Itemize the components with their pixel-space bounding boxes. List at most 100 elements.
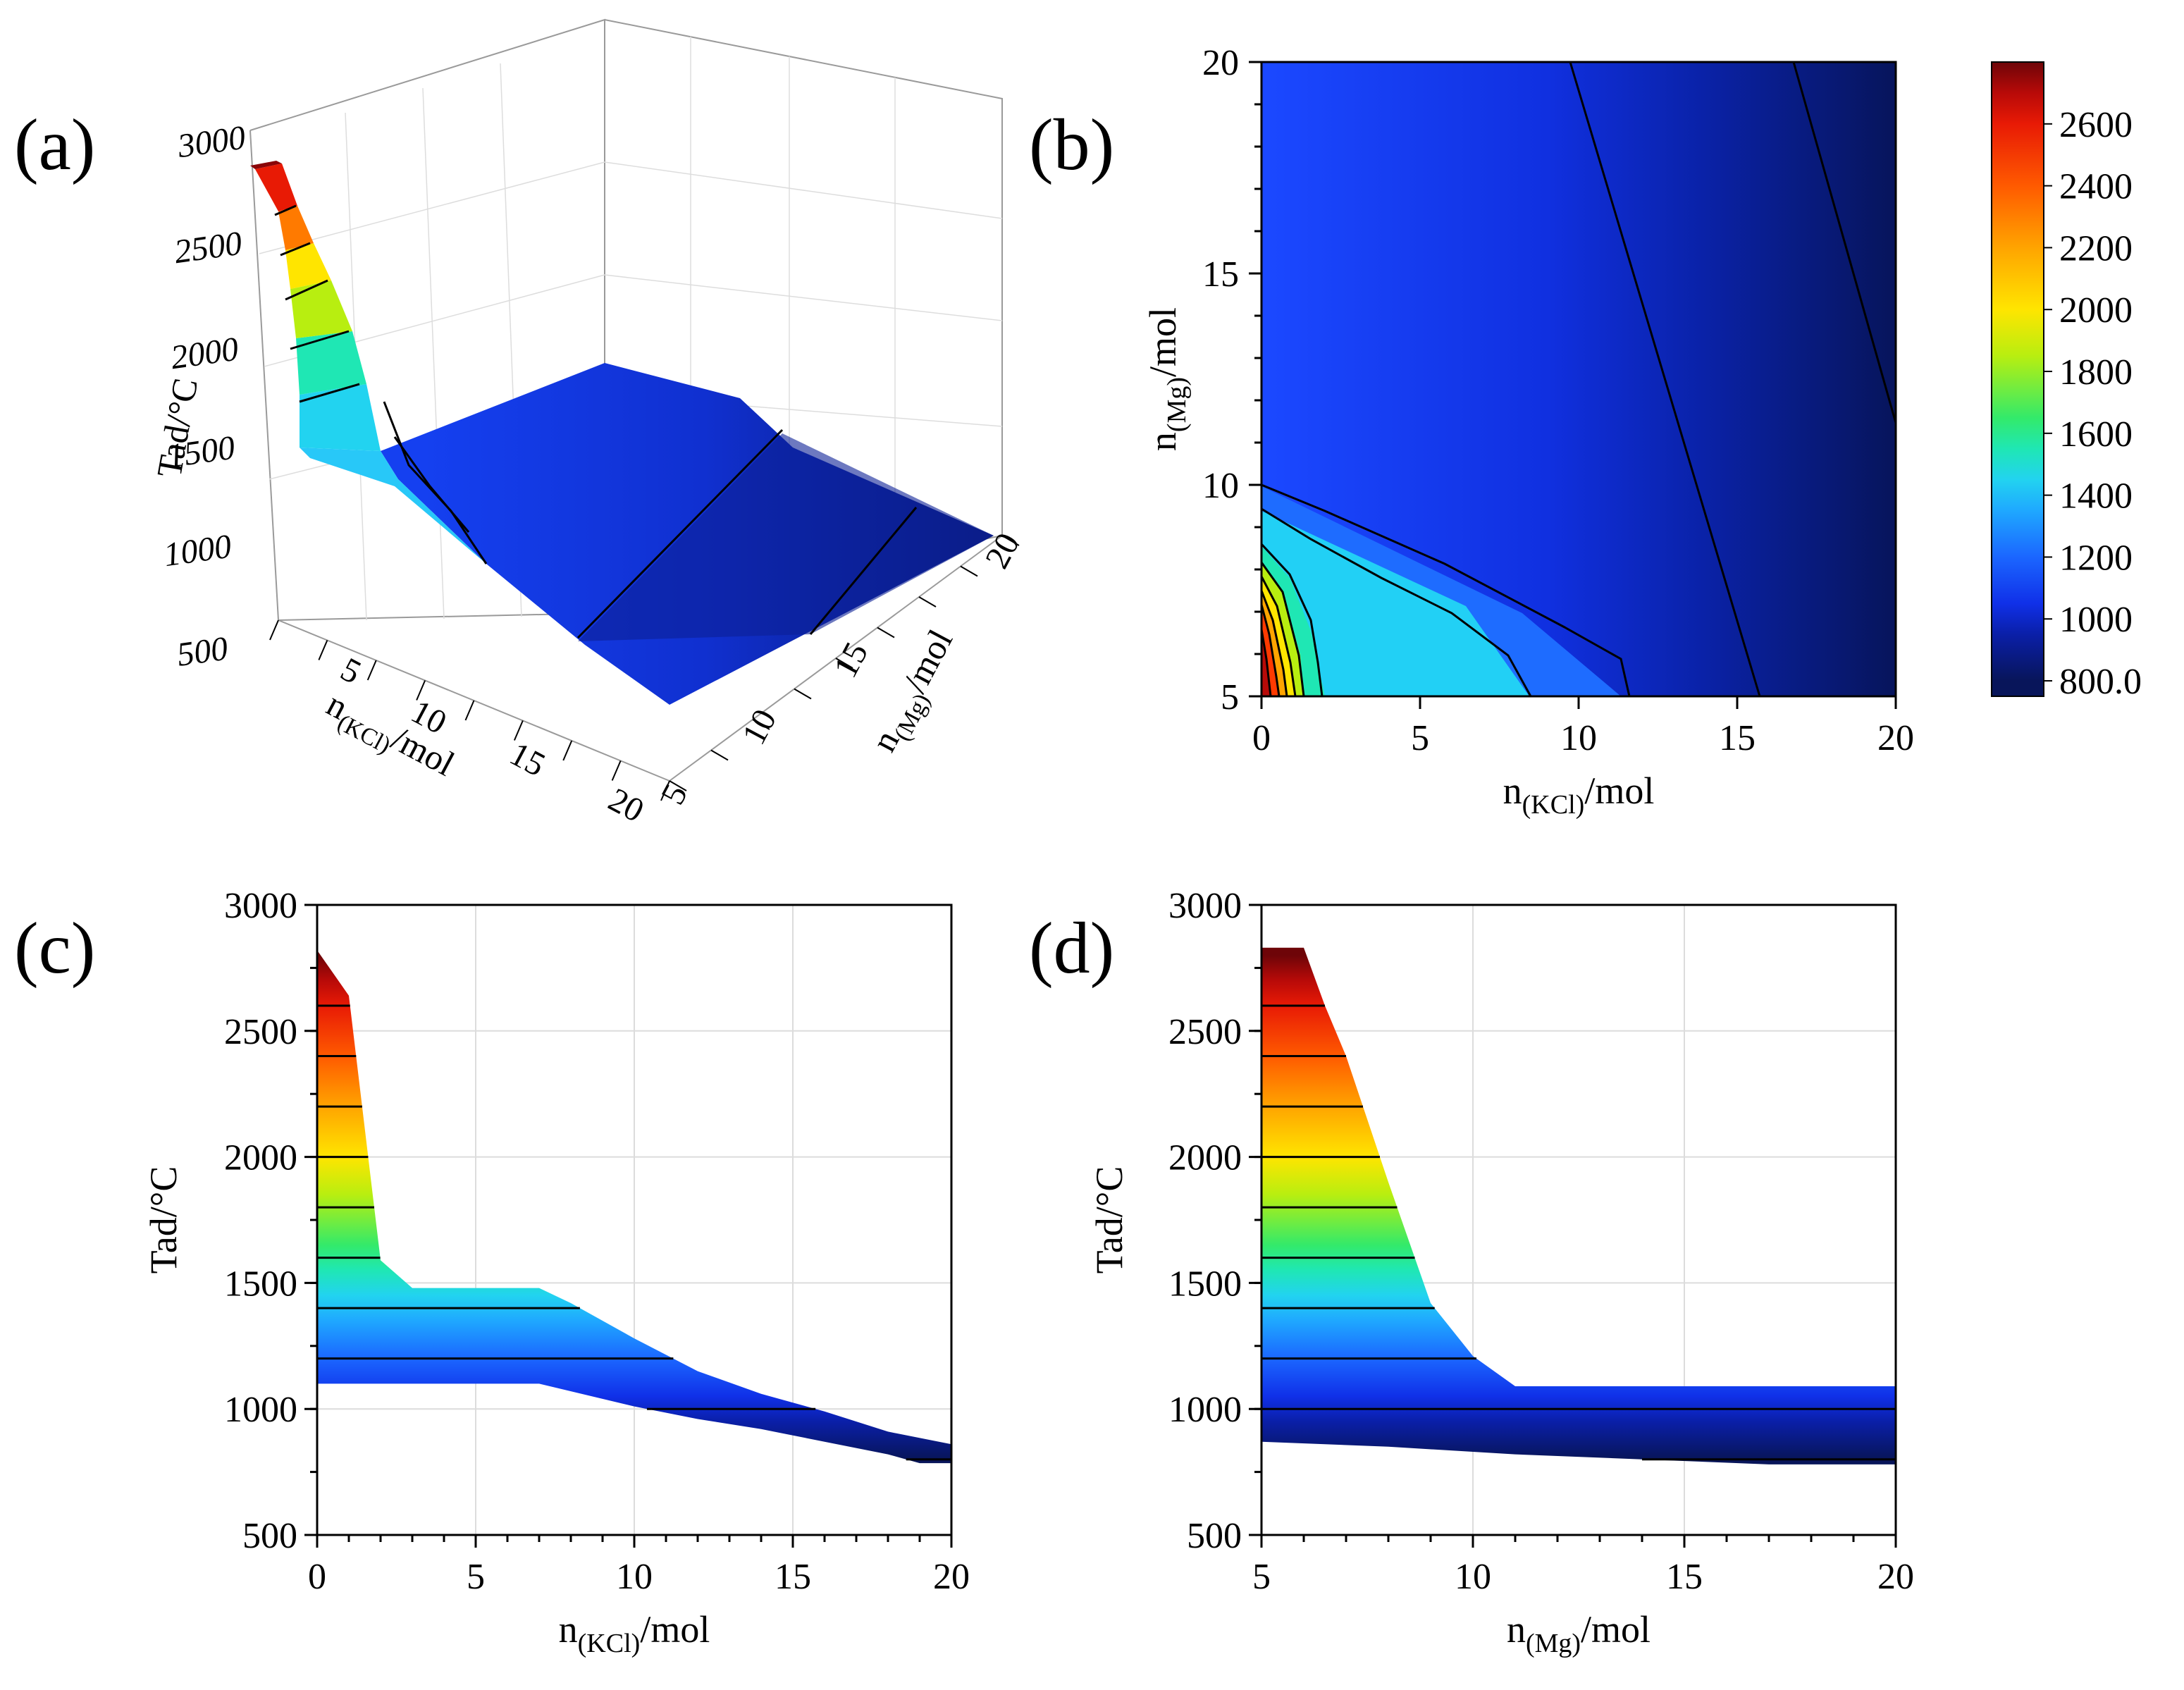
panel-d-y-ticklabels: 500 1000 1500 2000 2500 3000: [1168, 886, 1242, 1556]
panel-c-y-tick: 1500: [224, 1264, 297, 1304]
panel-b-contour-800: [1792, 62, 1896, 424]
colorbar-ticks: 2600 2400 2200 2000 1800 1600 1400 1200 1000 800.…: [2044, 105, 2142, 702]
panel-d-y-label: Tad/°C: [1088, 1166, 1130, 1274]
panel-a-surface-peak-4: [278, 206, 314, 250]
panel-d-x-ticklabels: 5 10 15 20: [1252, 1557, 1914, 1597]
colorbar-tick: 800.0: [2059, 662, 2142, 702]
panel-b-contour-900: [1569, 62, 1761, 696]
panel-d-y-tick: 2000: [1168, 1138, 1242, 1178]
panel-b-x-ticklabels: 0 5 10 15 20: [1252, 718, 1914, 758]
panel-c-y-tick: 3000: [224, 886, 297, 926]
panel-a-x-ticklines: [269, 535, 1020, 801]
colorbar-tick: 1200: [2059, 538, 2133, 578]
panel-b-heatmap: [1261, 62, 1896, 696]
panel-d-x-tick: 10: [1455, 1557, 1491, 1597]
panel-c-y-tick: 2500: [224, 1012, 297, 1052]
panel-a-contours: [274, 204, 918, 639]
colorbar-tick: 1800: [2059, 352, 2133, 393]
panel-a-z-tick: 500: [175, 629, 230, 674]
panel-b-x-tick: 20: [1877, 718, 1914, 758]
panel-c-y-tick: 500: [242, 1516, 297, 1556]
panel-a-surface-peak-5: [255, 164, 297, 211]
panel-d-contours: [1261, 1004, 1896, 1461]
panel-b-ticks: [1249, 61, 1897, 709]
panel-b-x-tick: 0: [1252, 718, 1271, 758]
panel-b-y-tick: 5: [1221, 677, 1239, 717]
panel-c-x-label: n(KCl)/mol: [559, 1608, 710, 1658]
panel-d-ticks: [1249, 903, 1897, 1548]
panel-b-contour-1800: [1261, 576, 1297, 696]
panel-a-z-tick: 1000: [161, 527, 233, 574]
colorbar-tick: 1000: [2059, 600, 2133, 640]
colorbar-tick: 2000: [2059, 290, 2133, 331]
panel-c-x-tick: 0: [308, 1557, 326, 1597]
panel-c-y-tick: 1000: [224, 1390, 297, 1430]
panel-c-area: [317, 950, 951, 1464]
colorbar: [1991, 61, 2044, 697]
panel-d-y-tick: 2500: [1168, 1012, 1242, 1052]
panel-b-contour-2400: [1261, 629, 1272, 696]
colorbar-tick: 1400: [2059, 476, 2133, 517]
panel-a-surface-peak-3: [285, 243, 331, 289]
panel-a-z-tick: 1500: [165, 428, 237, 475]
panel-b-x-tick: 10: [1560, 718, 1597, 758]
panel-a-label: (a): [14, 104, 95, 185]
panel-b-y-tick: 10: [1202, 466, 1239, 506]
colorbar-tick: 1600: [2059, 414, 2133, 455]
panel-b-x-tick: 15: [1719, 718, 1756, 758]
colorbar-tick: 2400: [2059, 167, 2133, 207]
panel-c-y-ticklabels: 500 1000 1500 2000 2500 3000: [224, 886, 297, 1556]
panel-b-contour-1200: [1261, 507, 1532, 696]
panel-a-surface-peak-6: [250, 161, 282, 169]
panel-b-y-tick: 20: [1202, 43, 1239, 83]
panel-b-contour-2000: [1261, 590, 1288, 696]
panel-b-y-ticklabels: 5 10 15 20: [1202, 43, 1239, 717]
panel-b-contour-2200: [1261, 604, 1281, 696]
panel-a-y-label: n(Mg)/mol: [863, 623, 965, 760]
panel-d-y-tick: 3000: [1168, 886, 1242, 926]
panel-c-x-tick: 20: [933, 1557, 970, 1597]
panel-a-surface-dark-band: [578, 433, 994, 641]
panel-d-x-tick: 15: [1666, 1557, 1703, 1597]
panel-b-label: (b): [1029, 104, 1114, 185]
colorbar-tick: 2200: [2059, 228, 2133, 269]
panel-b-contours: [1261, 62, 1896, 696]
panel-a-x-tick: 15: [504, 735, 551, 784]
panel-a-z-tick: 3000: [175, 118, 247, 165]
panel-b-contour-1600: [1261, 562, 1305, 696]
panel-c-contours: [317, 1004, 951, 1461]
panel-d-x-tick: 20: [1877, 1557, 1914, 1597]
panel-c-x-tick: 5: [467, 1557, 485, 1597]
panel-d-area: [1261, 947, 1896, 1464]
panel-d-x-label: n(Mg)/mol: [1507, 1608, 1651, 1658]
panel-c: (c) 0 5 10 15 20 500 1000 1500 2000 2500 3000 n(K…: [14, 886, 970, 1658]
panel-b-x-label: n(KCl)/mol: [1503, 770, 1655, 820]
panel-d-x-tick: 5: [1252, 1557, 1271, 1597]
panel-a-z-tick: 2000: [168, 330, 240, 376]
panel-d-y-tick: 1500: [1168, 1264, 1242, 1304]
panel-a-x-tick: 20: [603, 781, 650, 829]
panel-c-ticks: [304, 903, 953, 1548]
panel-a-x-label: n(KCl)/mol: [318, 684, 462, 789]
panel-d-y-tick: 500: [1187, 1516, 1242, 1556]
panel-a-surface-peak-low: [300, 384, 381, 451]
panel-b-x-tick: 5: [1411, 718, 1429, 758]
panel-d: (d) 5 10 15 20 500 1000 1500 2000 2500 3000 n(Mg…: [1029, 886, 1914, 1658]
panel-b-contour-1000: [1261, 483, 1631, 696]
panel-a-surface-peak-1: [296, 331, 366, 395]
panel-a-z-tick: 2500: [172, 224, 244, 271]
panel-b-region-1400: [1261, 511, 1529, 696]
panel-a-surface: [250, 161, 994, 705]
panel-a-y-tick: 15: [827, 636, 875, 684]
panel-b-contour-1400: [1261, 543, 1324, 696]
panel-c-x-tick: 10: [616, 1557, 653, 1597]
panel-a: (a): [14, 18, 1027, 829]
panel-b-y-tick: 15: [1202, 254, 1239, 295]
panel-b-y-label: n(Mg)/mol: [1142, 307, 1192, 451]
panel-c-y-tick: 2000: [224, 1138, 297, 1178]
panel-c-y-label: Tad/°C: [142, 1166, 185, 1274]
panel-a-y-tick: 10: [735, 703, 784, 751]
panel-c-x-ticklabels: 0 5 10 15 20: [308, 1557, 970, 1597]
panel-b: (b) 0 5 10 1: [1029, 43, 2142, 820]
